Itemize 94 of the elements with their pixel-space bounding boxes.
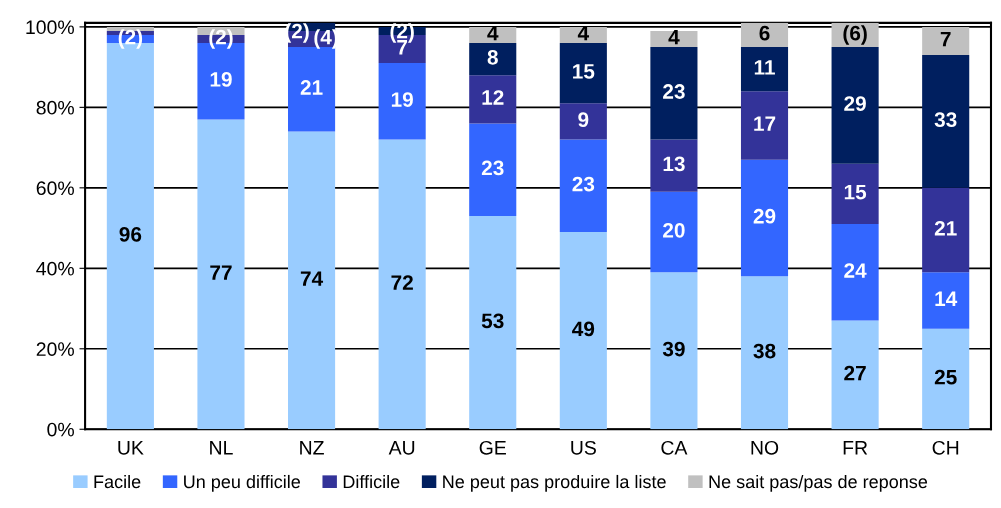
data-label: 14 <box>935 291 958 306</box>
bar <box>650 47 698 140</box>
bar <box>831 320 879 430</box>
data-label: 7 <box>940 32 951 47</box>
bar <box>378 139 426 430</box>
data-label: 49 <box>572 321 595 337</box>
bar <box>740 159 789 277</box>
bar <box>559 26 607 43</box>
data-label: 39 <box>662 341 685 357</box>
data-label: 77 <box>210 265 232 280</box>
bar <box>922 55 970 188</box>
data-label: 20 <box>663 222 685 238</box>
bar <box>740 91 789 160</box>
data-label: 4 <box>487 25 499 41</box>
x-tick-label: CH <box>932 440 959 455</box>
y-tick-label: 0% <box>47 422 74 437</box>
data-label: 21 <box>300 80 323 95</box>
y-tick-label: 40% <box>36 261 74 276</box>
data-label: 11 <box>754 60 775 75</box>
bar <box>197 119 245 430</box>
bar <box>831 224 879 321</box>
data-label: 8 <box>487 49 498 65</box>
bar <box>922 272 970 329</box>
bar <box>740 276 789 430</box>
bar <box>922 328 970 430</box>
data-label: 29 <box>753 208 776 224</box>
y-tick-label: 20% <box>36 342 74 357</box>
bar <box>650 191 698 273</box>
data-label: 9 <box>578 112 589 128</box>
x-tick-label: NZ <box>300 441 324 455</box>
data-label: 33 <box>934 112 957 128</box>
bar <box>288 131 336 430</box>
bar <box>469 42 517 76</box>
data-label: 6 <box>759 25 770 41</box>
data-label: 23 <box>572 176 595 192</box>
data-label: 25 <box>934 369 957 385</box>
bar <box>559 42 607 104</box>
data-label: 12 <box>482 90 504 105</box>
data-label: 23 <box>663 84 685 99</box>
data-label: 15 <box>844 184 867 200</box>
data-label: 23 <box>481 160 504 176</box>
data-label: 38 <box>753 343 776 359</box>
bar <box>650 272 698 430</box>
y-tick-label: 100% <box>26 20 74 35</box>
x-tick-label: CA <box>661 440 688 455</box>
bar <box>469 216 517 430</box>
y-tick-label: 80% <box>36 100 74 115</box>
data-label: 4 <box>668 30 680 45</box>
data-label: 4 <box>577 25 590 41</box>
data-label: 24 <box>844 263 867 278</box>
legend-label: Ne sait pas/pas de reponse <box>709 474 928 492</box>
x-tick-label: NL <box>210 441 233 455</box>
bar <box>106 26 154 31</box>
data-label: 72 <box>391 275 413 290</box>
x-tick-label: AU <box>388 441 415 455</box>
bar <box>559 232 607 430</box>
data-label: 27 <box>844 365 866 381</box>
legend-label: Un peu difficile <box>184 474 300 492</box>
x-tick-label: FR <box>843 441 868 455</box>
bar <box>469 26 517 43</box>
data-label: (2) <box>118 29 143 49</box>
data-label: 15 <box>573 64 595 79</box>
data-label: 13 <box>663 156 685 172</box>
bar <box>288 47 336 132</box>
bar <box>831 47 879 164</box>
data-label: 96 <box>119 226 142 242</box>
data-label: (2) <box>209 29 233 49</box>
bar <box>469 123 517 216</box>
legend-label: Ne peut pas produire la liste <box>443 474 666 492</box>
x-tick-label: US <box>571 440 596 455</box>
bar <box>378 63 426 140</box>
bar <box>559 139 607 233</box>
bar <box>740 47 789 92</box>
bar <box>740 22 789 47</box>
data-label: 17 <box>754 116 776 131</box>
data-label: 53 <box>481 313 504 329</box>
x-tick-label: NO <box>751 440 779 455</box>
x-tick-label: GE <box>479 440 506 455</box>
data-label: 19 <box>210 72 232 87</box>
data-label: 29 <box>844 96 866 111</box>
bar <box>469 75 517 124</box>
legend-label: Difficile <box>343 474 400 489</box>
x-tick-label: UK <box>118 441 144 455</box>
bar <box>922 26 970 56</box>
bar <box>559 103 607 140</box>
bar <box>922 187 970 273</box>
data-label: 74 <box>300 271 324 286</box>
bar <box>650 139 698 192</box>
data-label: (6) <box>843 25 867 45</box>
legend-label: Facile <box>94 474 141 489</box>
data-label: 19 <box>391 92 413 107</box>
y-tick-label: 60% <box>36 181 74 196</box>
data-label: 21 <box>934 220 957 236</box>
bar <box>831 163 879 225</box>
